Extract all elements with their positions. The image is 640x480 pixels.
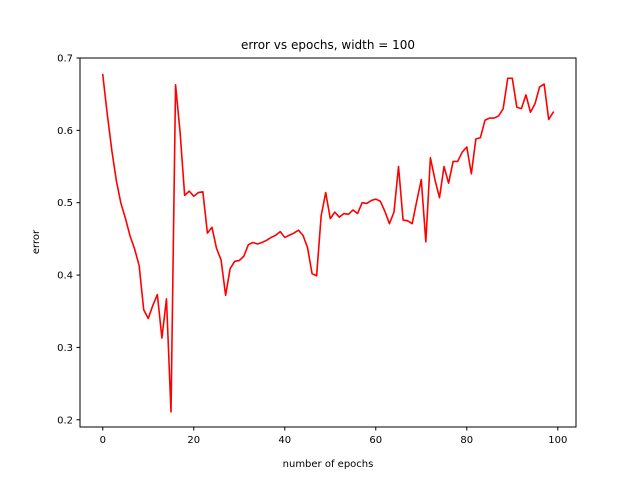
y-tick-label: 0.6 xyxy=(57,126,73,137)
x-tick-label: 100 xyxy=(548,435,567,446)
y-tick-label: 0.5 xyxy=(57,198,73,209)
y-axis-label: error xyxy=(31,229,42,254)
y-tick-label: 0.3 xyxy=(57,343,73,354)
y-tick-label: 0.7 xyxy=(57,54,73,65)
x-tick-label: 20 xyxy=(187,435,200,446)
x-axis-label: number of epochs xyxy=(283,459,374,470)
chart-title: error vs epochs, width = 100 xyxy=(241,38,415,52)
y-tick-label: 0.4 xyxy=(57,271,73,282)
axes-frame xyxy=(79,57,577,428)
y-axis-ticks: 0.2 0.3 0.4 0.5 0.6 0.7 xyxy=(57,54,80,426)
x-axis-ticks: 0 20 40 60 80 100 xyxy=(100,427,567,446)
x-tick-label: 80 xyxy=(460,435,473,446)
plot-area xyxy=(101,73,555,413)
x-tick-label: 40 xyxy=(278,435,291,446)
y-tick-label: 0.2 xyxy=(57,415,73,426)
series-line-error xyxy=(101,73,555,413)
x-tick-label: 60 xyxy=(369,435,382,446)
x-tick-label: 0 xyxy=(100,435,106,446)
